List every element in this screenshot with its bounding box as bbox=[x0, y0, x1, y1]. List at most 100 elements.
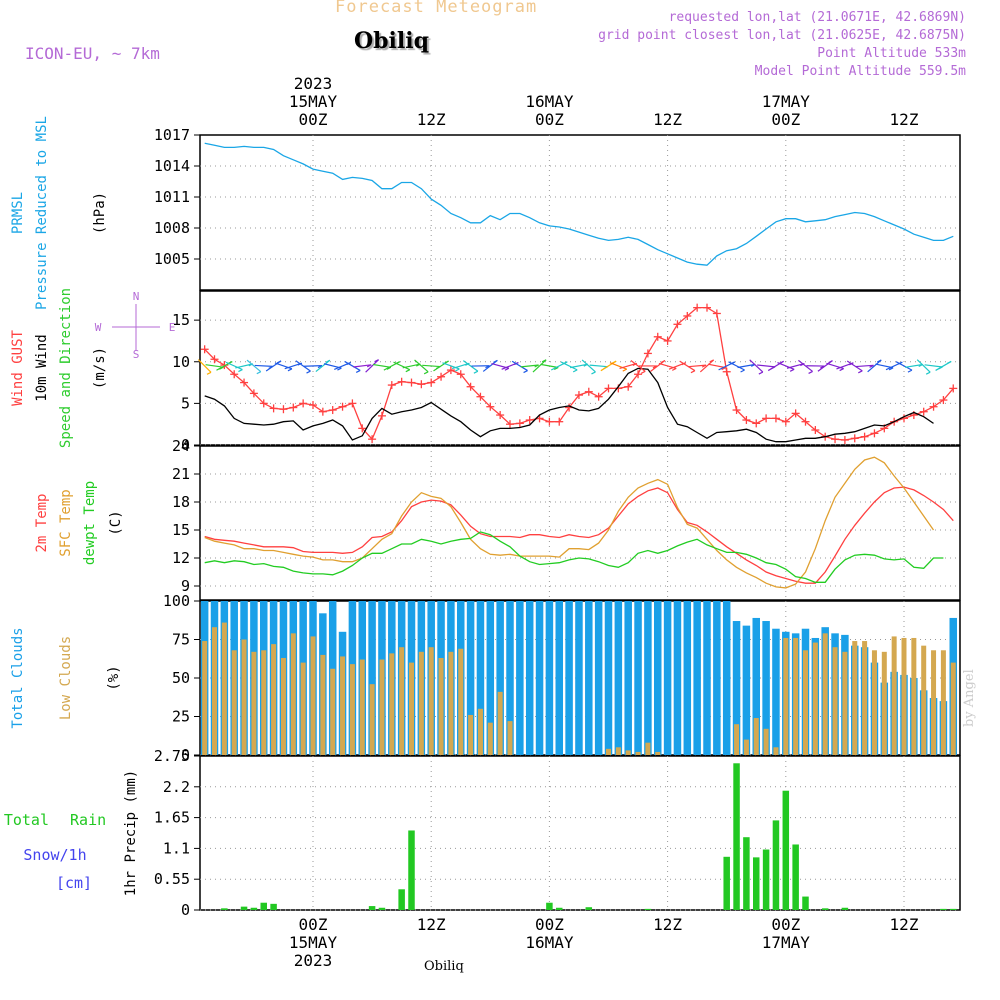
wind-arrow bbox=[924, 364, 943, 368]
rain-bar bbox=[743, 837, 750, 910]
wind-arrow-head bbox=[925, 371, 931, 375]
total-bar bbox=[762, 621, 770, 755]
top-time-label: 00Z bbox=[299, 110, 328, 129]
low-bar bbox=[921, 645, 927, 755]
y-tick-label: 100 bbox=[163, 592, 190, 610]
low-bar bbox=[428, 647, 434, 755]
total-bar bbox=[486, 601, 495, 755]
wind-arrow bbox=[855, 364, 874, 368]
low-bar bbox=[803, 650, 808, 755]
wind-arrow-head bbox=[534, 364, 539, 368]
low-bar bbox=[635, 751, 641, 755]
low-bar bbox=[369, 684, 375, 755]
low-bar bbox=[448, 651, 454, 755]
model-label: ICON-EU, ~ 7km bbox=[25, 44, 160, 63]
rain-bar bbox=[585, 907, 593, 910]
wind-arrow bbox=[777, 361, 795, 370]
low-bar bbox=[212, 627, 217, 755]
y-tick-label: 75 bbox=[172, 631, 190, 649]
wind-arrow bbox=[254, 364, 273, 367]
panel-1 bbox=[194, 290, 961, 446]
rain-bar bbox=[753, 857, 760, 910]
point-altitude: Point Altitude 533m bbox=[817, 46, 966, 61]
wind-arrow-head bbox=[640, 370, 646, 374]
y-tick-label: 15 bbox=[172, 521, 190, 539]
wind-arrow-head bbox=[523, 370, 528, 374]
snow-legend: Snow/1h bbox=[23, 846, 86, 864]
total-bar bbox=[476, 601, 485, 755]
total-bar bbox=[703, 601, 711, 755]
wind-arrow-head bbox=[386, 366, 392, 370]
low-bar bbox=[487, 722, 493, 755]
wind-arrow-head bbox=[366, 364, 372, 368]
total-bar bbox=[368, 601, 376, 755]
top-time-label: 00Z bbox=[771, 110, 800, 129]
wind-arrow bbox=[353, 364, 372, 368]
grid-point: grid point closest lon,lat (21.0625E, 42… bbox=[598, 28, 966, 43]
wind-arrow-head bbox=[808, 370, 813, 374]
compass-w: W bbox=[95, 321, 102, 334]
wind-arrow-head bbox=[238, 369, 243, 373]
bottom-time-label: 12Z bbox=[890, 915, 919, 934]
low-bar bbox=[438, 657, 444, 755]
wind-arrow-head bbox=[423, 371, 429, 375]
wind-arrow bbox=[728, 361, 745, 371]
wind-arrow-head bbox=[206, 371, 212, 375]
low-bar bbox=[330, 668, 336, 755]
wind-arrow bbox=[570, 363, 588, 369]
y-tick-label: 12 bbox=[172, 549, 190, 567]
wind-arrow-head bbox=[660, 359, 666, 364]
wind-arrow bbox=[246, 359, 262, 373]
wind-arrow bbox=[786, 363, 805, 369]
wind-arrow-head bbox=[622, 368, 628, 372]
low-bar bbox=[271, 644, 277, 755]
low-bar bbox=[458, 648, 464, 755]
y-tick-label: 1017 bbox=[154, 126, 190, 144]
wind-arrow bbox=[737, 363, 756, 369]
credit: by Angel bbox=[962, 669, 977, 727]
compass-e: E bbox=[169, 321, 176, 334]
low-bar bbox=[645, 742, 651, 755]
wind-arrow bbox=[274, 362, 293, 370]
temp-unit: (C) bbox=[108, 510, 124, 535]
panel-frame bbox=[199, 445, 961, 601]
y-tick-label: 0 bbox=[181, 746, 190, 764]
panels bbox=[194, 134, 961, 911]
tsfc-line bbox=[204, 456, 935, 589]
low-bar bbox=[793, 637, 799, 755]
low-bar bbox=[852, 641, 858, 755]
wind-arrow bbox=[846, 360, 863, 372]
total-bar bbox=[614, 601, 623, 755]
total-bar bbox=[624, 601, 632, 755]
low-bar bbox=[320, 654, 326, 755]
requested-point: requested lon,lat (21.0671E, 42.6869N) bbox=[668, 10, 966, 25]
direction-label: Speed and Direction bbox=[58, 288, 74, 448]
rain-bar bbox=[221, 908, 228, 910]
low-bar bbox=[379, 659, 385, 755]
top-time-label: 00Z bbox=[535, 110, 564, 129]
low-bar bbox=[743, 739, 749, 755]
compass-n: N bbox=[133, 290, 140, 303]
wind-arrow-head bbox=[287, 368, 293, 372]
wind-arrow-head bbox=[405, 369, 411, 373]
y-tick-label: 15 bbox=[172, 311, 190, 329]
wind-arrow-head bbox=[256, 371, 262, 375]
wind-arrow-head bbox=[789, 368, 795, 372]
low-bar bbox=[290, 633, 296, 755]
bottom-time-label: 00Z bbox=[771, 915, 800, 934]
rain-bar bbox=[772, 820, 780, 910]
dew-line bbox=[204, 531, 944, 583]
wind-arrow bbox=[344, 360, 361, 371]
wind-arrow bbox=[679, 360, 696, 372]
y-tick-label: 1.1 bbox=[163, 839, 190, 857]
wind-arrow-head bbox=[325, 359, 331, 363]
low-bar bbox=[280, 657, 286, 755]
t2m-line bbox=[204, 486, 954, 584]
wind-arrow-head bbox=[337, 367, 342, 371]
wind-arrow-head bbox=[611, 360, 617, 364]
compass-s: S bbox=[133, 348, 140, 361]
bottom-time-label: 00Z bbox=[299, 915, 328, 934]
wind-arrow-head bbox=[858, 370, 863, 374]
low-bar bbox=[359, 659, 365, 755]
low-bar bbox=[911, 637, 917, 755]
